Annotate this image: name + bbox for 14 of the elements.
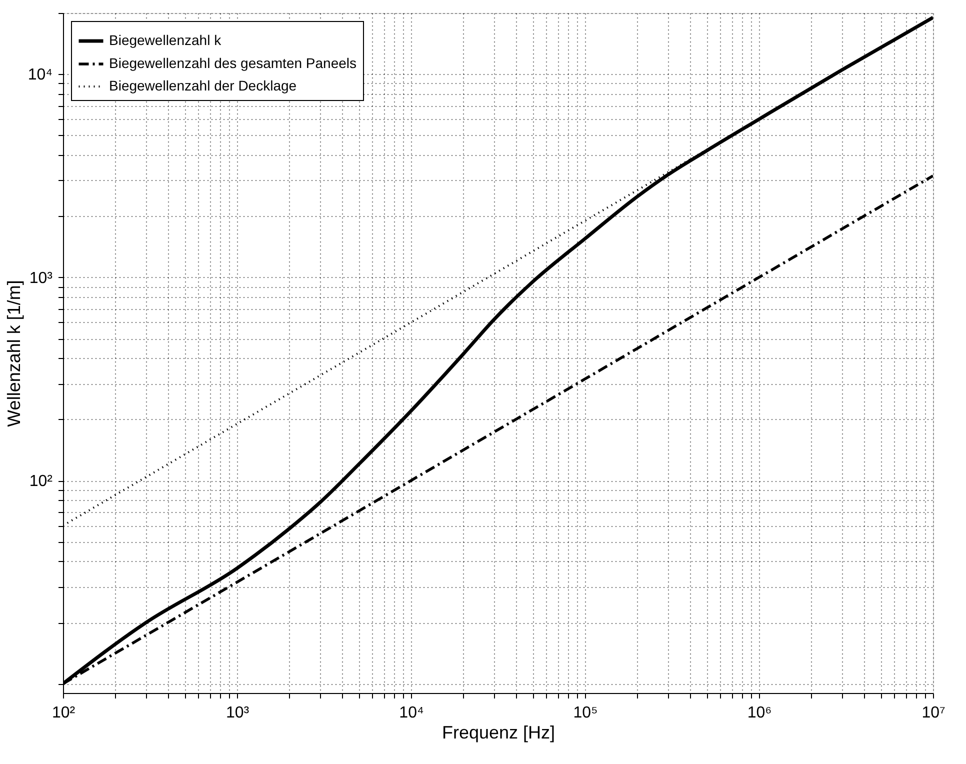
y-tick-label: 10⁴: [28, 66, 53, 84]
legend-label: Biegewellenzahl des gesamten Paneels: [109, 55, 356, 71]
legend-label: Biegewellenzahl der Decklage: [109, 78, 297, 94]
x-tick-label: 10⁶: [747, 704, 772, 722]
x-tick-label: 10⁷: [922, 704, 946, 722]
x-tick-label: 10⁴: [399, 704, 424, 722]
y-tick-label: 10²: [29, 473, 54, 490]
legend-label: Biegewellenzahl k: [109, 32, 222, 48]
x-tick-label: 10²: [52, 704, 76, 722]
x-axis-title: Frequenz [Hz]: [442, 722, 556, 742]
y-axis-title: Wellenzahl k [1/m]: [4, 280, 24, 427]
x-tick-label: 10³: [226, 704, 250, 722]
x-tick-label: 10⁵: [573, 704, 598, 722]
y-tick-label: 10³: [29, 270, 54, 287]
